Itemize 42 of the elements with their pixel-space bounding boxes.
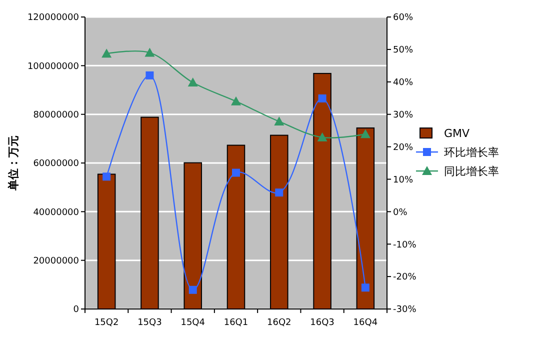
x-tick-label: 15Q2 xyxy=(94,318,119,328)
y2-tick-label: 20% xyxy=(393,142,414,153)
point xyxy=(188,286,197,294)
y-tick-label: 0 xyxy=(73,305,80,316)
y2-tick-label: -20% xyxy=(393,272,417,283)
y2-tick-label: 30% xyxy=(393,110,414,120)
point xyxy=(102,48,112,58)
y2-tick-label: 0% xyxy=(393,208,408,218)
point xyxy=(318,94,326,102)
y-axis-title: 单位：万元 xyxy=(7,136,20,192)
point xyxy=(102,172,111,181)
y-tick-label: 80000000 xyxy=(33,110,80,120)
point xyxy=(274,116,284,126)
legend-label: 同比增长率 xyxy=(444,164,499,178)
x-tick-label: 16Q4 xyxy=(353,318,378,328)
point xyxy=(360,129,370,138)
x-tick-label: 15Q3 xyxy=(138,318,162,328)
point xyxy=(146,71,154,80)
x-tick-label: 16Q2 xyxy=(267,318,292,328)
y2-tick-label: 40% xyxy=(393,78,414,88)
y-tick-label: 20000000 xyxy=(33,256,80,266)
y2-tick-label: 50% xyxy=(393,46,414,56)
legend-label: GMV xyxy=(444,126,470,140)
y2-tick-label: -10% xyxy=(393,240,417,250)
point xyxy=(231,96,241,106)
point xyxy=(144,48,155,57)
point xyxy=(361,284,370,292)
x-tick-label: 16Q1 xyxy=(224,318,248,328)
point xyxy=(232,168,240,177)
y-tick-label: 120000000 xyxy=(27,13,80,24)
legend-label: 环比增长率 xyxy=(444,146,499,159)
y2-tick-label: 60% xyxy=(393,13,414,24)
y-tick-label: 60000000 xyxy=(33,159,80,170)
y-tick-label: 40000000 xyxy=(33,208,80,218)
y-tick-label: 100000000 xyxy=(27,62,80,72)
point xyxy=(275,188,284,197)
y2-tick-label: -30% xyxy=(393,305,417,316)
point xyxy=(317,132,328,142)
x-tick-label: 16Q3 xyxy=(310,318,334,328)
y2-tick-label: 10% xyxy=(393,175,414,186)
x-tick-label: 15Q4 xyxy=(180,318,206,328)
point xyxy=(188,78,198,87)
